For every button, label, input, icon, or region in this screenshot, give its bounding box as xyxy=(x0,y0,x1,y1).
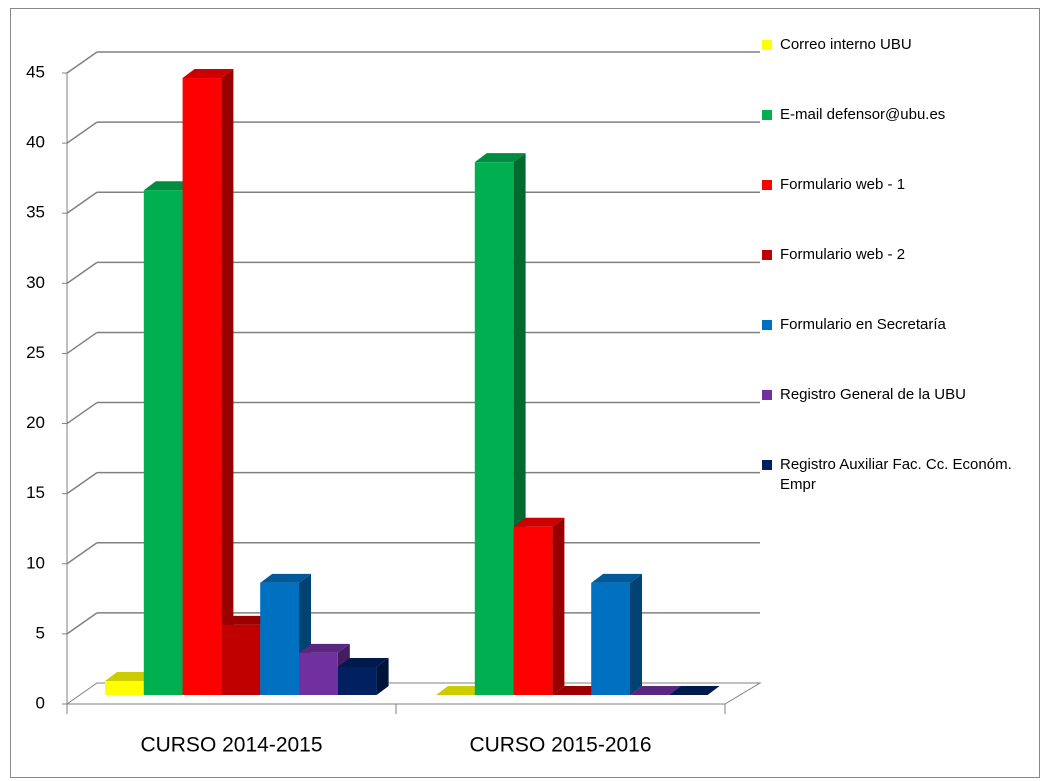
y-tick-label: 5 xyxy=(36,623,45,642)
grid-line xyxy=(66,51,98,74)
y-tick-label: 25 xyxy=(26,343,45,362)
bar xyxy=(474,162,514,696)
bar-top xyxy=(668,686,720,695)
legend-label: Formulario en Secretaría xyxy=(780,316,946,333)
bar xyxy=(105,680,144,695)
bar-top xyxy=(260,573,311,583)
y-tick-label: 0 xyxy=(36,693,45,712)
legend-key xyxy=(762,320,772,330)
y-tick-label: 30 xyxy=(26,273,45,292)
legend-key xyxy=(762,180,772,190)
legend-label: Registro General de la UBU xyxy=(780,386,966,403)
legend-key xyxy=(762,390,772,400)
bar-side xyxy=(376,657,389,695)
legend-item: Correo interno UBU xyxy=(762,35,1044,55)
bar-top xyxy=(552,686,604,695)
legend-key xyxy=(762,40,772,50)
bar xyxy=(299,652,338,695)
bar xyxy=(591,582,630,695)
bar-top xyxy=(299,643,350,653)
floor xyxy=(65,682,762,705)
bar xyxy=(337,666,377,695)
legend-label: Formulario web - 2 xyxy=(780,246,906,263)
legend-label: Registro Auxiliar Fac. Cc. Económ. Empr xyxy=(780,456,1012,493)
bar xyxy=(260,582,299,695)
legend-item: Registro General de la UBU xyxy=(762,385,1044,405)
bar-top xyxy=(630,686,681,695)
grid-line xyxy=(66,472,98,495)
grid-line xyxy=(66,191,98,214)
legend-label: Formulario web - 1 xyxy=(780,176,906,193)
bar-top xyxy=(221,615,273,625)
bar-side xyxy=(221,69,234,696)
x-tick-label: CURSO 2014-2015 xyxy=(140,734,322,757)
bar xyxy=(182,78,222,696)
legend-item: Formulario web - 1 xyxy=(762,175,1044,195)
y-tick-label: 10 xyxy=(26,553,45,572)
bar-top xyxy=(474,153,526,163)
grid-line xyxy=(66,612,98,635)
bar-top xyxy=(143,181,195,191)
legend-key xyxy=(762,110,772,120)
y-tick-label: 35 xyxy=(26,203,45,222)
grid-line xyxy=(66,261,98,284)
bar xyxy=(143,190,183,695)
legend-label: Correo interno UBU xyxy=(780,36,912,53)
y-tick-label: 20 xyxy=(26,413,45,432)
legend-item: E-mail defensor@ubu.es xyxy=(762,105,1044,125)
bar xyxy=(513,526,553,695)
legend-item: Formulario en Secretaría xyxy=(762,315,1044,335)
grid-line xyxy=(66,331,98,355)
legend-item: Formulario web - 2 xyxy=(762,245,1044,265)
bar-top xyxy=(337,657,389,667)
y-tick-label: 40 xyxy=(26,133,45,152)
bar-side xyxy=(630,573,642,695)
bar-top xyxy=(105,671,156,681)
y-tick-label: 45 xyxy=(26,62,45,81)
bar-side xyxy=(552,517,565,695)
x-tick-label: CURSO 2015-2016 xyxy=(469,734,651,757)
bar-top xyxy=(513,517,565,527)
bar xyxy=(221,624,261,695)
legend-label: E-mail defensor@ubu.es xyxy=(780,106,946,123)
grid-line xyxy=(66,121,98,144)
y-tick-label: 15 xyxy=(26,483,45,502)
legend-item: Registro Auxiliar Fac. Cc. Económ. Empr xyxy=(762,455,1044,495)
legend-key xyxy=(762,250,772,260)
bar-top xyxy=(436,686,487,695)
grid-line xyxy=(66,401,98,425)
grid-line xyxy=(66,542,98,565)
legend-key xyxy=(762,460,772,470)
bar-top xyxy=(591,573,642,583)
bar-top xyxy=(182,69,234,79)
